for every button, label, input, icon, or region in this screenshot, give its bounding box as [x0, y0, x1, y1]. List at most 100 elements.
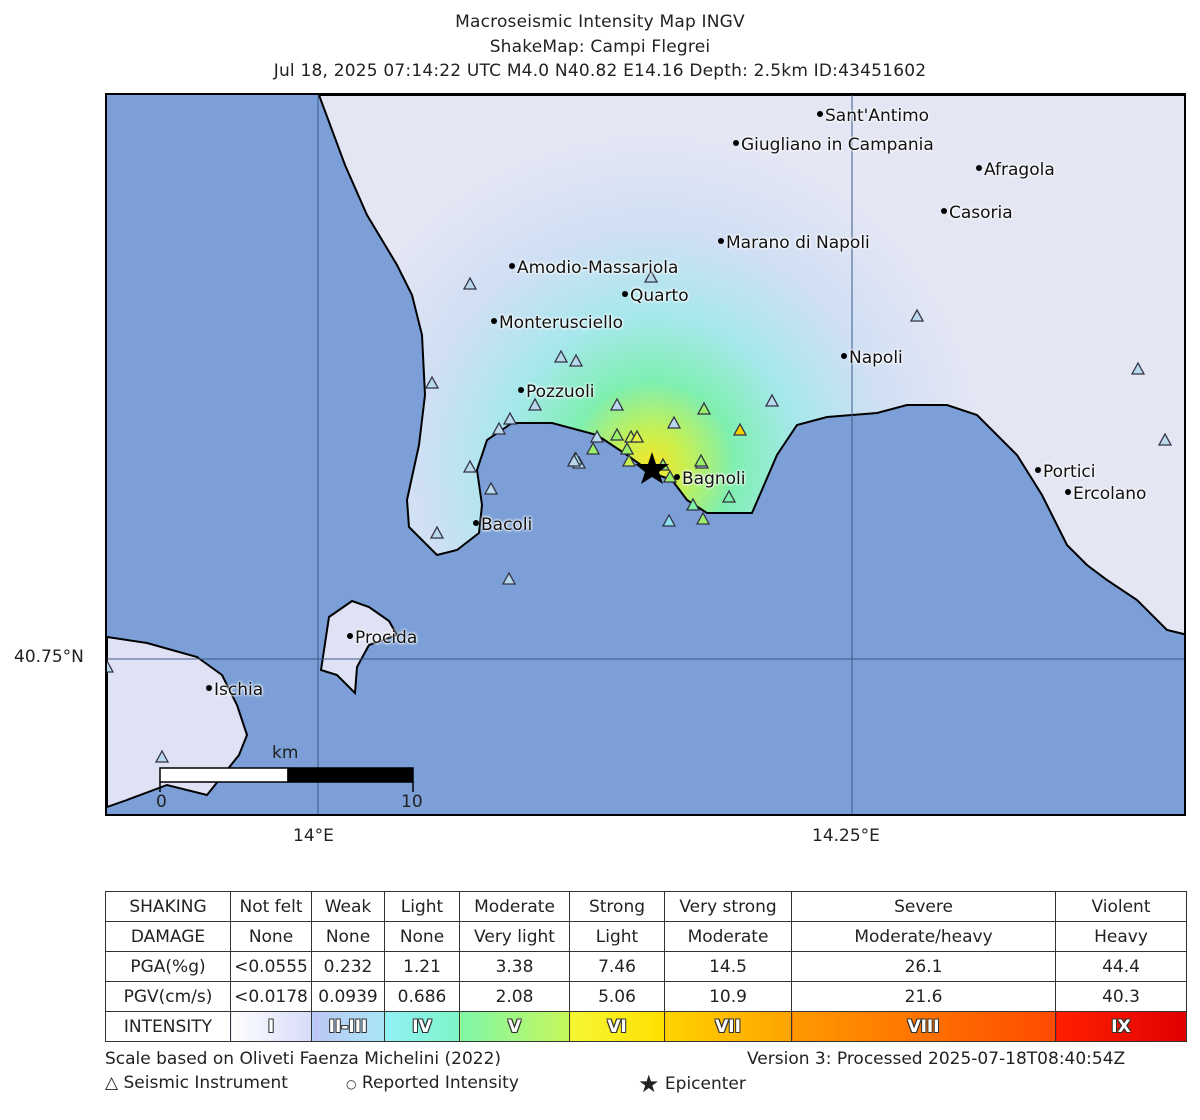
scalebar-start: 0: [156, 792, 167, 812]
place-name: Bagnoli: [682, 469, 746, 489]
station-marker: [501, 571, 517, 585]
place-casoria: Casoria: [941, 203, 1013, 223]
station-marker: [483, 481, 499, 495]
circle-icon: ○: [346, 1077, 357, 1091]
legend-cell: 2.08: [459, 981, 570, 1012]
legend-cell: Violent: [1055, 891, 1188, 922]
intensity-cell: VII: [664, 1011, 792, 1042]
scalebar: [159, 767, 414, 792]
station-marker: [566, 453, 582, 467]
station-marker: [154, 749, 170, 763]
map-svg: [107, 95, 1184, 814]
legend-row-label: PGA(%g): [105, 951, 231, 982]
place-name: Quarto: [630, 286, 689, 306]
place-ischia: Ischia: [206, 680, 263, 700]
scale-note: Scale based on Oliveti Faenza Michelini …: [105, 1049, 502, 1069]
place-dot: [976, 165, 982, 171]
legend-cell: 0.232: [311, 951, 385, 982]
legend-cell: 0.0939: [311, 981, 385, 1012]
intensity-cell: V: [459, 1011, 570, 1042]
legend-cell: 26.1: [790, 951, 1057, 982]
place-dot: [518, 387, 524, 393]
intensity-cell: I: [230, 1011, 312, 1042]
legend-cell: Very strong: [664, 891, 792, 922]
event-info: Jul 18, 2025 07:14:22 UTC M4.0 N40.82 E1…: [273, 61, 927, 81]
intensity-cell: II-III: [311, 1011, 385, 1042]
legend-cell: None: [230, 921, 312, 952]
triangle-icon: △: [105, 1073, 119, 1093]
station-marker: [629, 429, 645, 443]
place-dot: [491, 318, 497, 324]
place-giugliano: Giugliano in Campania: [733, 135, 934, 155]
legend-cell: Moderate: [664, 921, 792, 952]
station-marker: [462, 459, 478, 473]
station-marker: [107, 659, 115, 673]
latitude-label: 40.75°N: [14, 647, 84, 667]
place-monterusciello: Monterusciello: [491, 313, 623, 333]
place-ercolano: Ercolano: [1065, 484, 1146, 504]
place-name: Giugliano in Campania: [741, 135, 934, 155]
legend-row: PGV(cm/s) <0.0178 0.0939 0.686 2.08 5.06 10.9 2…: [105, 981, 1188, 1012]
legend-cell: Very light: [459, 921, 570, 952]
legend-row: PGA(%g) <0.0555 0.232 1.21 3.38 7.46 14.5 26.1 4…: [105, 951, 1188, 982]
place-quarto: Quarto: [622, 286, 689, 306]
intensity-label: INTENSITY: [105, 1011, 231, 1042]
longitude-label-14: 14°E: [293, 826, 334, 846]
station-marker: [585, 441, 601, 455]
intensity-cell: IX: [1055, 1011, 1188, 1042]
legend-cell: <0.0178: [230, 981, 312, 1012]
legend-cell: 40.3: [1055, 981, 1188, 1012]
place-dot: [206, 685, 212, 691]
intensity-cell: VIII: [790, 1011, 1057, 1042]
legend-cell: 3.38: [459, 951, 570, 982]
legend-cell: Severe: [790, 891, 1057, 922]
intensity-cell: VI: [569, 1011, 665, 1042]
place-marano: Marano di Napoli: [718, 233, 870, 253]
place-procida: Procida: [347, 628, 417, 648]
intensity-legend-table: SHAKING Not felt Weak Light Moderate Strong Ve…: [105, 891, 1188, 1042]
station-marker: [662, 469, 678, 483]
shakemap-panel: Sant'Antimo Giugliano in Campania Afrago…: [105, 93, 1186, 816]
legend-cell: Not felt: [230, 891, 312, 922]
place-dot: [733, 140, 739, 146]
place-name: Sant'Antimo: [825, 106, 930, 126]
place-name: Afragola: [984, 160, 1055, 180]
seismic-instruments: [107, 269, 1173, 763]
place-name: Ischia: [214, 680, 264, 700]
place-dot: [718, 238, 724, 244]
epicenter-star: [635, 452, 669, 484]
station-marker: [429, 525, 445, 539]
legend-cell: Heavy: [1055, 921, 1188, 952]
station-marker: [696, 401, 712, 415]
legend-epicenter: ★ Epicenter: [638, 1070, 746, 1098]
place-dot: [473, 520, 479, 526]
station-marker: [621, 453, 637, 467]
station-marker: [1157, 432, 1173, 446]
place-dot: [509, 263, 515, 269]
legend-cell: 10.9: [664, 981, 792, 1012]
map-title: Macroseismic Intensity Map INGV: [455, 12, 745, 32]
legend-cell: Moderate/heavy: [790, 921, 1057, 952]
legend-cell: Strong: [569, 891, 665, 922]
station-marker: [666, 415, 682, 429]
procida-island: [319, 599, 399, 696]
station-marker: [661, 513, 677, 527]
place-dot: [817, 111, 823, 117]
station-marker: [764, 393, 780, 407]
legend-epicenter-label: Epicenter: [664, 1074, 746, 1094]
star-icon: ★: [638, 1070, 660, 1098]
place-bacoli: Bacoli: [473, 515, 532, 535]
intensity-cell: IV: [384, 1011, 460, 1042]
legend-cell: 1.21: [384, 951, 460, 982]
legend-cell: 0.686: [384, 981, 460, 1012]
place-sant-antimo: Sant'Antimo: [817, 106, 929, 126]
place-dot: [941, 208, 947, 214]
place-dot: [347, 633, 353, 639]
place-name: Casoria: [949, 203, 1013, 223]
place-amodio-massariola: Amodio-Massariola: [509, 258, 678, 278]
legend-cell: 7.46: [569, 951, 665, 982]
place-bagnoli: Bagnoli: [674, 469, 746, 489]
ischia-island: [107, 635, 249, 809]
station-marker: [732, 422, 748, 436]
